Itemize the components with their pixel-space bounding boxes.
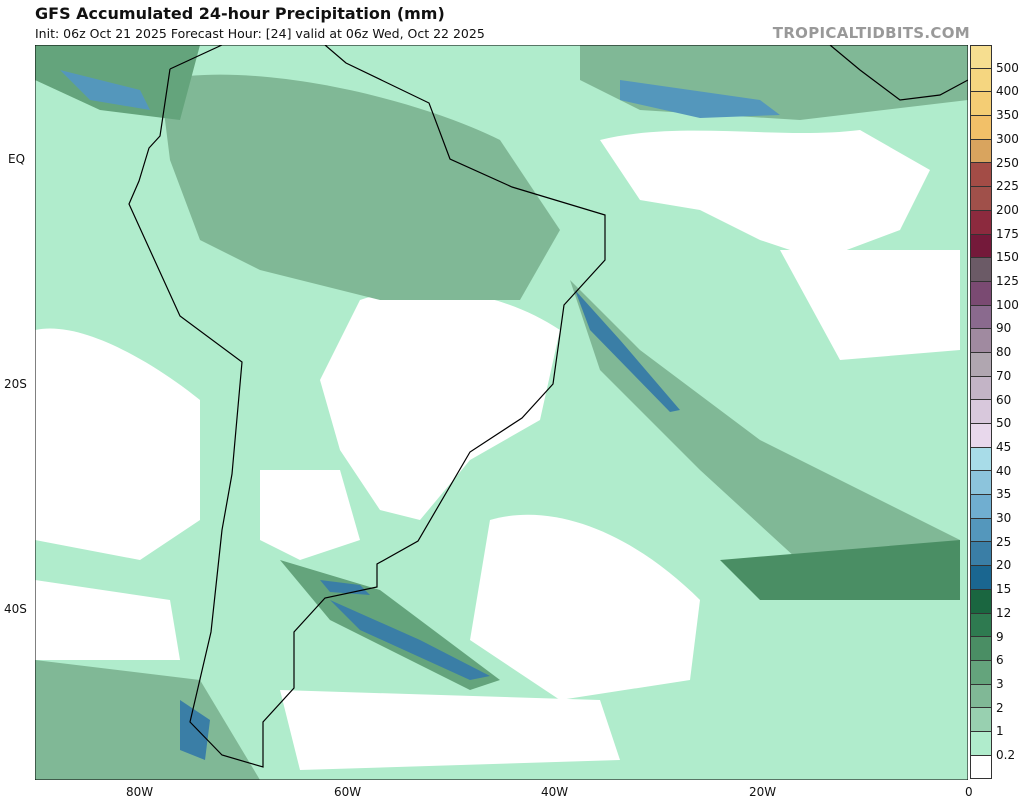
legend-label: 2 [996, 700, 1004, 715]
legend-swatch [970, 495, 992, 519]
legend-swatch [970, 234, 992, 259]
legend-label: 250 [996, 155, 1019, 170]
legend-swatch [970, 708, 992, 732]
legend-swatch [970, 281, 992, 306]
legend-swatch [970, 329, 992, 353]
legend-swatch [970, 424, 992, 448]
lat-label-40s: 40S [4, 602, 27, 616]
legend-swatch [970, 92, 992, 117]
legend-swatch [970, 68, 992, 93]
legend-swatch [970, 731, 992, 756]
color-legend [970, 45, 992, 780]
legend-swatch [970, 258, 992, 282]
legend-label: 400 [996, 84, 1019, 99]
legend-label: 350 [996, 108, 1019, 123]
legend-label: 25 [996, 534, 1012, 549]
legend-label: 200 [996, 202, 1019, 217]
legend-swatch [970, 376, 992, 401]
legend-label: 9 [996, 629, 1004, 644]
legend-swatch [970, 471, 992, 496]
legend-swatch [970, 139, 992, 164]
legend-label: 500 [996, 60, 1019, 75]
lon-label-20w: 20W [749, 785, 777, 799]
chart-title: GFS Accumulated 24-hour Precipitation (m… [35, 4, 445, 23]
legend-label: 300 [996, 131, 1019, 146]
heavy-precip-cores [60, 70, 780, 760]
legend-label: 1 [996, 724, 1004, 739]
legend-swatch [970, 400, 992, 424]
lat-label-eq: EQ [8, 152, 26, 166]
legend-swatch [970, 613, 992, 638]
legend-swatch [970, 684, 992, 709]
legend-label: 100 [996, 297, 1019, 312]
legend-label: 20 [996, 558, 1012, 573]
legend-label: 90 [996, 321, 1012, 336]
legend-swatch [970, 116, 992, 140]
legend-label: 6 [996, 653, 1004, 668]
legend-swatch [970, 352, 992, 377]
brand-logo-text: TROPICALTIDBITS.COM [772, 24, 970, 42]
legend-label: 15 [996, 582, 1012, 597]
lon-label-60w: 60W [334, 785, 362, 799]
precipitation-map [35, 45, 968, 780]
legend-label: 3 [996, 676, 1004, 691]
legend-swatch [970, 755, 992, 780]
legend-label: 50 [996, 416, 1012, 431]
legend-swatch [970, 210, 992, 235]
dry-areas [35, 130, 960, 770]
run-info: Init: 06z Oct 21 2025 Forecast Hour: [24… [35, 26, 485, 41]
legend-label: 150 [996, 250, 1019, 265]
legend-label: 12 [996, 605, 1012, 620]
legend-label: 175 [996, 226, 1019, 241]
legend-label: 40 [996, 463, 1012, 478]
legend-label: 45 [996, 439, 1012, 454]
legend-swatch [970, 518, 992, 543]
legend-swatch [970, 163, 992, 188]
legend-swatch [970, 660, 992, 685]
lon-label-40w: 40W [541, 785, 569, 799]
legend-swatch [970, 637, 992, 661]
lat-label-20s: 20S [4, 377, 27, 391]
south-america-coastline [128, 45, 606, 768]
legend-label: 30 [996, 511, 1012, 525]
legend-label: 80 [996, 345, 1012, 360]
legend-label: 0.2 [996, 748, 1016, 762]
lon-label-0: 0 [965, 785, 973, 799]
legend-swatch [970, 187, 992, 211]
legend-swatch [970, 305, 992, 330]
legend-swatch [970, 589, 992, 614]
legend-swatch [970, 542, 992, 567]
africa-coastline [829, 45, 968, 101]
legend-swatch [970, 566, 992, 590]
legend-swatch [970, 447, 992, 472]
legend-label: 60 [996, 392, 1012, 407]
legend-label: 70 [996, 368, 1012, 383]
legend-swatch [970, 45, 992, 69]
legend-label: 125 [996, 274, 1019, 288]
legend-label: 35 [996, 487, 1012, 502]
lon-label-80w: 80W [126, 785, 154, 799]
legend-label: 225 [996, 179, 1019, 194]
